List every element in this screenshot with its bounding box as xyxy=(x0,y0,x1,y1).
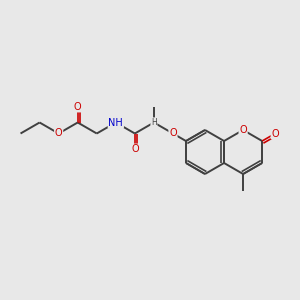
Text: O: O xyxy=(239,125,247,135)
Text: O: O xyxy=(55,128,62,139)
Text: O: O xyxy=(271,128,279,139)
Text: NH: NH xyxy=(108,118,123,128)
Text: O: O xyxy=(169,128,177,139)
Text: H: H xyxy=(151,118,157,127)
Text: O: O xyxy=(74,102,82,112)
Text: O: O xyxy=(131,144,139,154)
